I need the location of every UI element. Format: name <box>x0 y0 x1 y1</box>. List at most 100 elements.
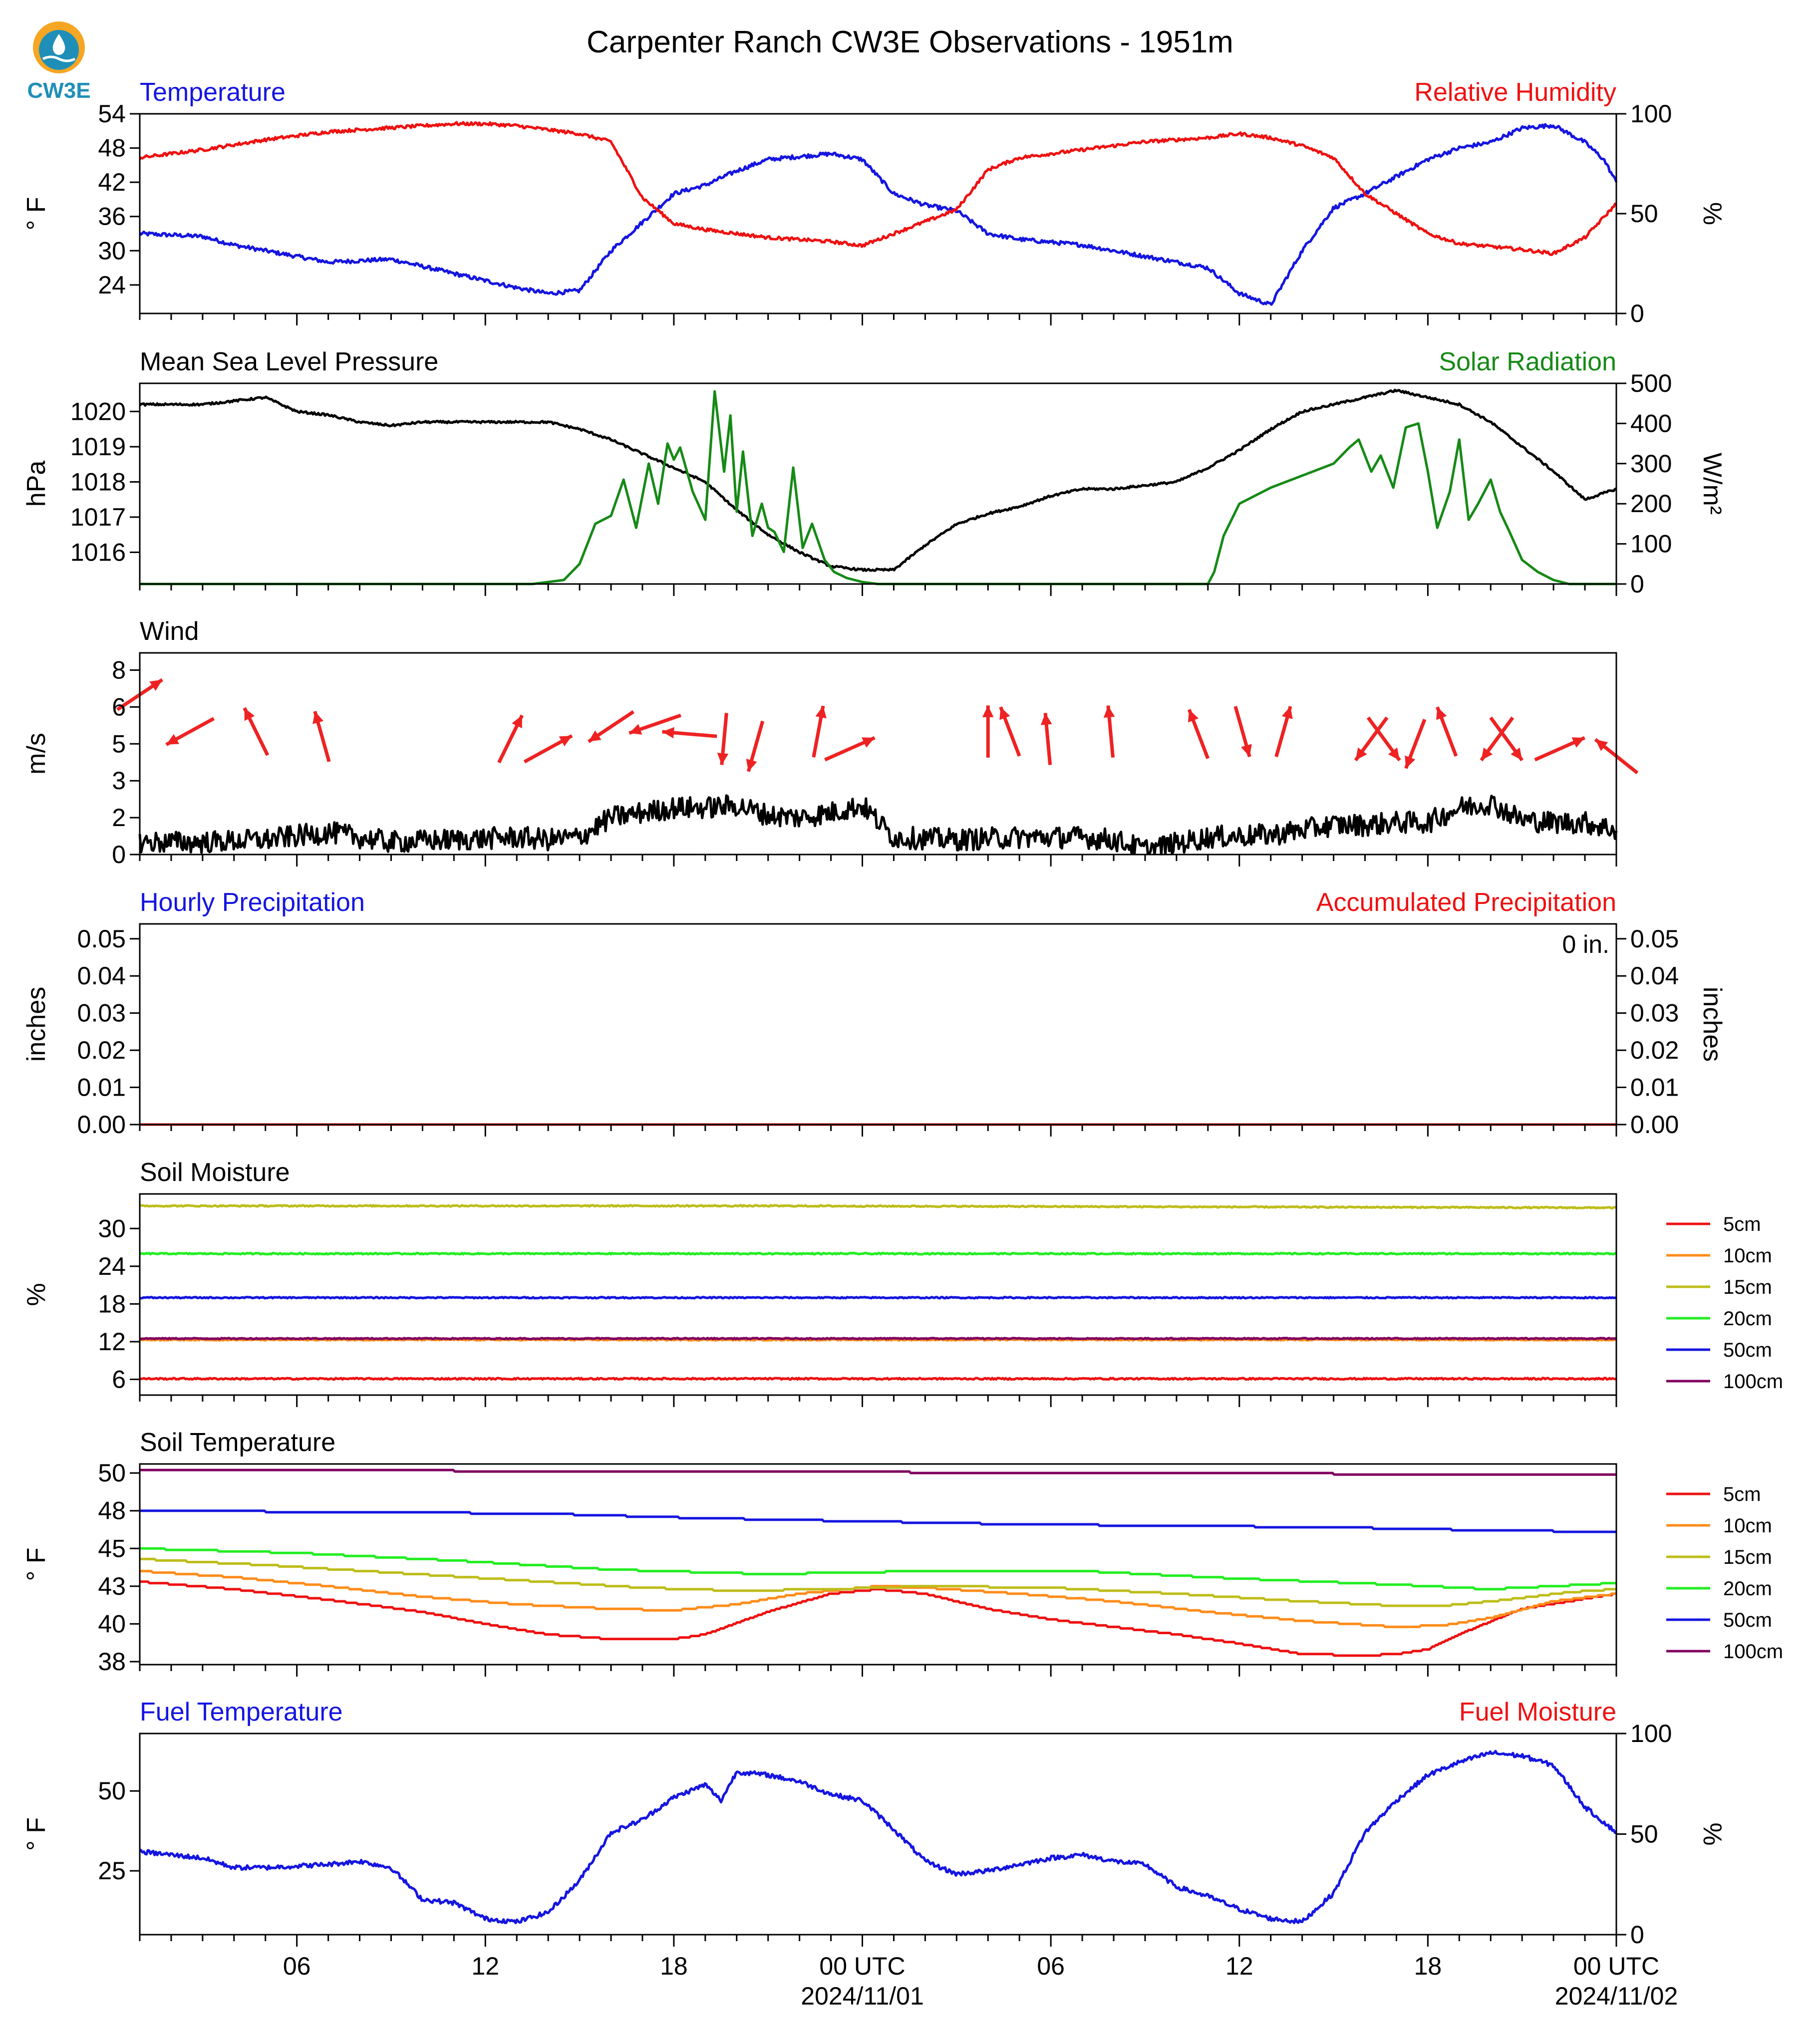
wind-arrow-head <box>1595 739 1608 751</box>
y-tick-label: 42 <box>98 168 126 196</box>
y-tick-label: 1017 <box>70 503 126 531</box>
x-tick-label: 18 <box>1414 1952 1442 1980</box>
legend-label: 5cm <box>1723 1213 1761 1235</box>
wind-arrow <box>497 714 524 764</box>
wind-arrow <box>717 713 729 765</box>
panel-frame <box>139 382 1617 585</box>
y2-tick-label: 0 <box>1630 1921 1644 1949</box>
y-tick-label: 0.00 <box>77 1111 126 1139</box>
y-axis-label: inches <box>22 987 51 1062</box>
series-line-2 <box>139 121 1617 256</box>
wind-arrow-head <box>588 730 602 742</box>
panel-4: Hourly Precipitation Accumulated Precipit… <box>22 888 1727 1139</box>
y-tick-label: 50 <box>98 1459 126 1487</box>
wind-arrow <box>1436 706 1458 757</box>
legend-label: 10cm <box>1723 1515 1772 1537</box>
wind-arrow <box>999 706 1021 757</box>
x-tick-label: 18 <box>660 1952 688 1980</box>
legend-label: 20cm <box>1723 1578 1772 1600</box>
y-tick-label: 0.04 <box>77 962 126 990</box>
wind-arrow <box>165 717 215 746</box>
panel-title-left: Mean Sea Level Pressure <box>140 347 438 376</box>
y-axis-label: m/s <box>22 733 51 775</box>
wind-arrow-head <box>1040 713 1052 725</box>
wind-arrow <box>1354 716 1389 762</box>
y-tick-label: 38 <box>98 1648 126 1676</box>
x-tick-label: 12 <box>471 1952 499 1980</box>
wind-arrow-head <box>629 724 642 735</box>
wind-arrow-head <box>1103 705 1115 718</box>
series-line-5cm <box>140 1580 1616 1657</box>
legend-soil-moisture: 5cm 10cm 15cm 20cm 50cm 100cm <box>1666 1213 1783 1393</box>
wind-arrow <box>1274 706 1293 758</box>
legend-label: 50cm <box>1723 1339 1772 1361</box>
y2-tick-label: 100 <box>1630 530 1672 558</box>
y2-tick-label: 50 <box>1630 1820 1658 1848</box>
panel-title-left: Temperature <box>140 78 286 107</box>
wind-arrow <box>1489 716 1524 762</box>
panels: Temperature Relative Humidity243036424854… <box>22 78 1783 2010</box>
panel-title-left: Wind <box>140 617 199 646</box>
y2-axis-label: W/m² <box>1698 453 1727 515</box>
series-line-20cm <box>140 1547 1616 1591</box>
wind-arrow-head <box>1188 709 1199 723</box>
wind-arrow-head <box>862 737 875 748</box>
y-tick-label: 3 <box>112 767 126 795</box>
panel-frame <box>139 923 1617 1126</box>
y2-tick-label: 0 <box>1630 570 1644 598</box>
y-tick-label: 0.05 <box>77 925 126 953</box>
wind-arrow <box>243 707 270 756</box>
y-axis-label: % <box>22 1283 51 1306</box>
y-tick-label: 0.03 <box>77 999 126 1027</box>
series-line-15cm <box>140 1557 1616 1607</box>
y2-axis-label: inches <box>1698 987 1727 1062</box>
legend-label: 5cm <box>1723 1483 1761 1505</box>
wind-arrow <box>1187 709 1210 759</box>
y-tick-label: 8 <box>112 656 126 684</box>
y-tick-label: 50 <box>98 1777 126 1805</box>
panel-title-right: Solar Radiation <box>1439 347 1616 376</box>
series-line-1 <box>138 794 1618 856</box>
wind-arrow <box>662 727 717 739</box>
wind-arrow-head <box>1388 747 1400 761</box>
legend-label: 10cm <box>1723 1245 1772 1267</box>
wind-arrow-head <box>244 708 255 721</box>
wind-arrow-head <box>1355 747 1367 761</box>
logo-text: CW3E <box>27 78 90 103</box>
cw3e-logo: CW3E <box>27 21 91 103</box>
y-axis-label: ° F <box>22 197 51 230</box>
wind-arrow-head <box>1241 744 1252 757</box>
series-line-10cm <box>140 1570 1616 1628</box>
panel-3: Wind 0 2 3 5 6 8 m/s <box>22 617 1639 869</box>
y-tick-label: 1020 <box>70 397 126 425</box>
wind-arrow-head <box>512 715 522 729</box>
wind-arrow-head <box>1481 747 1493 761</box>
wind-arrow <box>982 705 994 758</box>
series-line-50cm <box>140 1509 1616 1533</box>
y-tick-label: 30 <box>98 1214 126 1242</box>
wind-arrow <box>588 710 635 743</box>
panel-frame <box>139 652 1617 856</box>
wind-arrow-head <box>1436 707 1447 720</box>
series-line-1 <box>139 1749 1617 1925</box>
y2-tick-label: 0.02 <box>1630 1036 1679 1064</box>
series-line-50cm <box>139 1296 1617 1300</box>
series-line-1 <box>139 123 1618 306</box>
wind-arrow <box>523 734 573 764</box>
x-tick-label: 06 <box>283 1952 311 1980</box>
x-tick-label: 12 <box>1225 1952 1253 1980</box>
y2-tick-label: 0 <box>1630 299 1644 327</box>
wind-arrow-head <box>559 736 572 747</box>
y2-tick-label: 200 <box>1630 490 1672 518</box>
wind-arrow-head <box>1571 737 1585 748</box>
wind-arrow <box>1480 716 1515 762</box>
y-tick-label: 1016 <box>70 539 126 567</box>
wind-arrow <box>1040 713 1052 765</box>
y-tick-label: 0.01 <box>77 1074 126 1102</box>
accumulated-total-label: 0 in. <box>1562 930 1609 958</box>
y-tick-label: 2 <box>112 804 126 832</box>
legend-soil-temperature: 5cm 10cm 15cm 20cm 50cm 100cm <box>1666 1483 1783 1663</box>
panel-title-left: Fuel Temperature <box>140 1698 343 1727</box>
y2-tick-label: 500 <box>1630 369 1672 397</box>
